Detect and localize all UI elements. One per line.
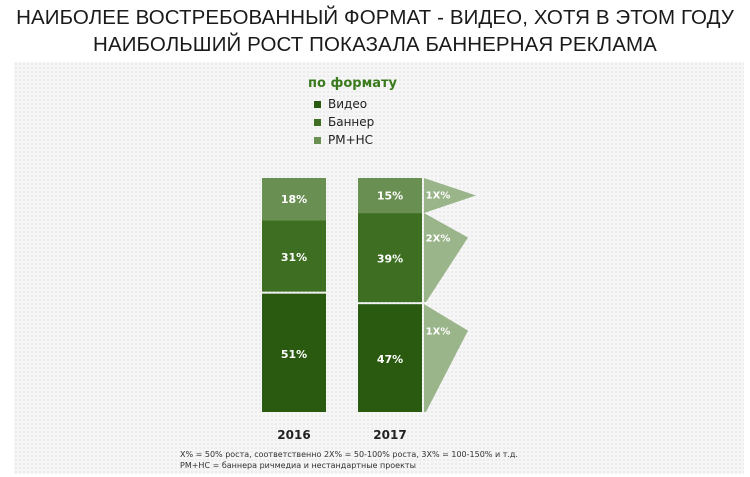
legend: по формату Видео Баннер PM+HC xyxy=(308,76,397,149)
legend-label-pmhc: PM+HC xyxy=(328,133,374,147)
x-tick-label-2016: 2016 xyxy=(277,428,310,442)
data-label-2017-0: 47% xyxy=(377,353,403,366)
growth-marker-0 xyxy=(424,178,476,214)
growth-marker-label-0: 1X% xyxy=(426,191,451,202)
data-label-2017-2: 15% xyxy=(377,190,403,203)
footnote-line-2: РМ+НС = баннера ричмедиа и нестандартные… xyxy=(180,461,416,470)
legend-swatch-video xyxy=(314,100,321,108)
bar-2017-0 xyxy=(358,304,422,412)
legend-swatch-banner xyxy=(314,118,321,126)
data-label-2016-1: 31% xyxy=(281,251,307,264)
bar-2016-1 xyxy=(262,220,326,292)
data-label-2016-0: 51% xyxy=(281,348,307,361)
bar-2016-0 xyxy=(262,293,326,412)
slide-title: НАИБОЛЕЕ ВОСТРЕБОВАННЫЙ ФОРМАТ - ВИДЕО, … xyxy=(0,4,750,58)
growth-marker-label-1: 2X% xyxy=(426,234,451,245)
growth-marker-2 xyxy=(424,304,468,412)
slide-title-line-2: НАИБОЛЬШИЙ РОСТ ПОКАЗАЛА БАННЕРНАЯ РЕКЛА… xyxy=(93,33,657,56)
legend-item-banner: Баннер xyxy=(314,113,397,131)
footnote: X% = 50% роста, соответственно 2X% = 50-… xyxy=(180,449,518,471)
footnote-line-1: X% = 50% роста, соответственно 2X% = 50-… xyxy=(180,450,518,459)
slide-title-line-1: НАИБОЛЕЕ ВОСТРЕБОВАННЫЙ ФОРМАТ - ВИДЕО, … xyxy=(16,6,734,29)
legend-item-video: Видео xyxy=(314,95,397,113)
bar-2017-2 xyxy=(358,178,422,214)
bar-2017-1 xyxy=(358,213,422,303)
legend-label-banner: Баннер xyxy=(328,115,375,129)
data-label-2016-2: 18% xyxy=(281,193,307,206)
data-label-2017-1: 39% xyxy=(377,253,403,266)
legend-item-pmhc: PM+HC xyxy=(314,131,397,149)
legend-label-video: Видео xyxy=(328,97,368,111)
x-tick-label-2017: 2017 xyxy=(373,428,406,442)
growth-marker-label-2: 1X% xyxy=(426,327,451,338)
growth-marker-1 xyxy=(424,213,468,303)
legend-title: по формату xyxy=(308,76,397,91)
legend-swatch-pmhc xyxy=(314,136,321,144)
bar-2016-2 xyxy=(262,178,326,221)
